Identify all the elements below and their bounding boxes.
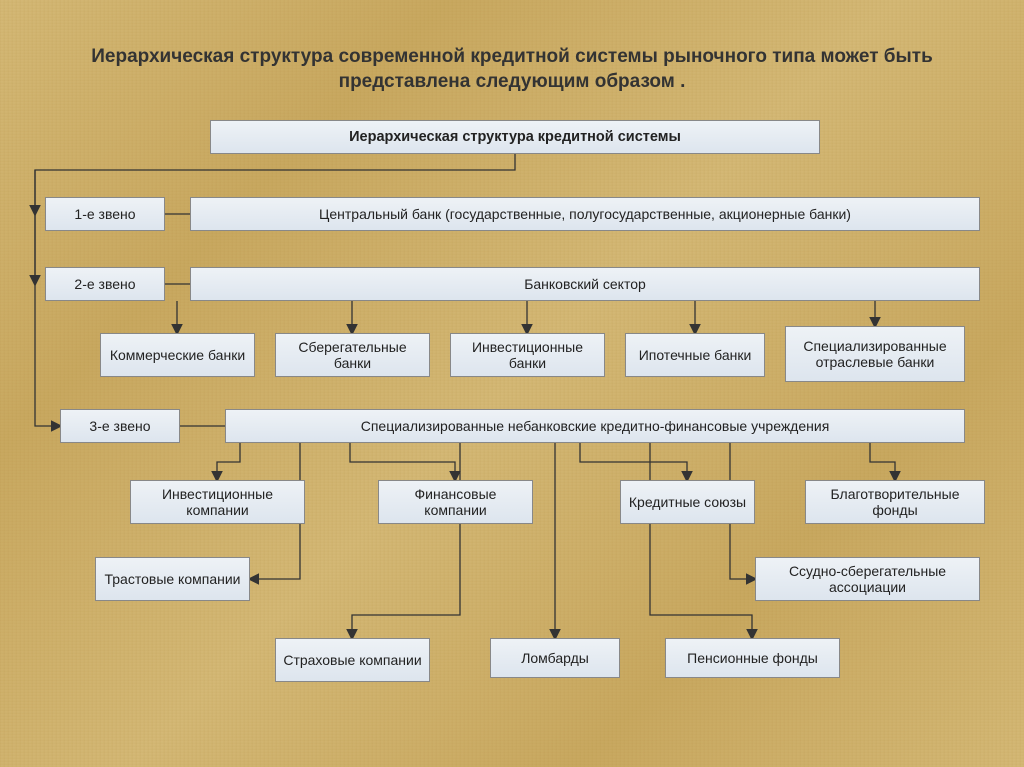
box-n9: Пенсионные фонды — [665, 638, 840, 678]
box-n6: Ссудно-сберегательные ассоциации — [755, 557, 980, 601]
box-b2: Сберегательные банки — [275, 333, 430, 377]
box-n3: Кредитные союзы — [620, 480, 755, 524]
box-n2: Финансовые компании — [378, 480, 533, 524]
box-central: Центральный банк (государственные, полуг… — [190, 197, 980, 231]
box-n1: Инвестиционные компании — [130, 480, 305, 524]
box-lvl1: 1-е звено — [45, 197, 165, 231]
box-b1: Коммерческие банки — [100, 333, 255, 377]
slide-title: Иерархическая структура современной кред… — [60, 45, 964, 94]
box-banksec: Банковский сектор — [190, 267, 980, 301]
box-n8: Ломбарды — [490, 638, 620, 678]
box-lvl3: 3-е звено — [60, 409, 180, 443]
box-header: Иерархическая структура кредитной систем… — [210, 120, 820, 154]
box-nonbank: Специализированные небанковские кредитно… — [225, 409, 965, 443]
box-b5: Специализированные отраслевые банки — [785, 326, 965, 382]
box-lvl2: 2-е звено — [45, 267, 165, 301]
box-n5: Трастовые компании — [95, 557, 250, 601]
box-n7: Страховые компании — [275, 638, 430, 682]
box-n4: Благотворительные фонды — [805, 480, 985, 524]
box-b4: Ипотечные банки — [625, 333, 765, 377]
box-b3: Инвестиционные банки — [450, 333, 605, 377]
